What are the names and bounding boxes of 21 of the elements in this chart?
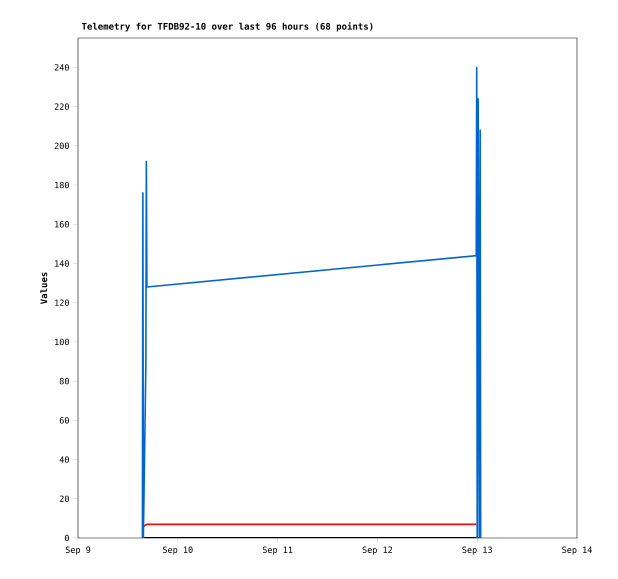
y-tick-label: 80 [60,378,69,384]
y-tick-label: 20 [60,496,69,502]
x-tick-label: Sep 14 [562,546,592,555]
x-tick-label: Sep 11 [262,546,292,555]
x-tick-label: Sep 13 [462,546,492,555]
x-tick-label: Sep 12 [362,546,392,555]
x-tick-label: Sep 10 [163,546,193,555]
y-tick-label: 160 [55,221,69,228]
y-tick-label: 220 [54,103,69,110]
y-tick-label: 140 [55,260,69,267]
y-tick-label: 200 [54,142,69,150]
y-tick-label: 180 [55,182,69,188]
y-tick-label: 40 [60,456,69,463]
y-tick-label: 120 [55,299,69,306]
y-tick-label: 0 [64,534,69,542]
y-tick-label: 60 [60,417,69,424]
y-tick-label: 240 [54,64,69,71]
y-axis-title: Values [40,272,48,304]
chart-title: Telemetry for TFDB92-10 over last 96 hours (68 points) [82,22,372,32]
x-tick-label: Sep 9 [66,546,90,555]
y-tick-label: 100 [55,338,69,346]
